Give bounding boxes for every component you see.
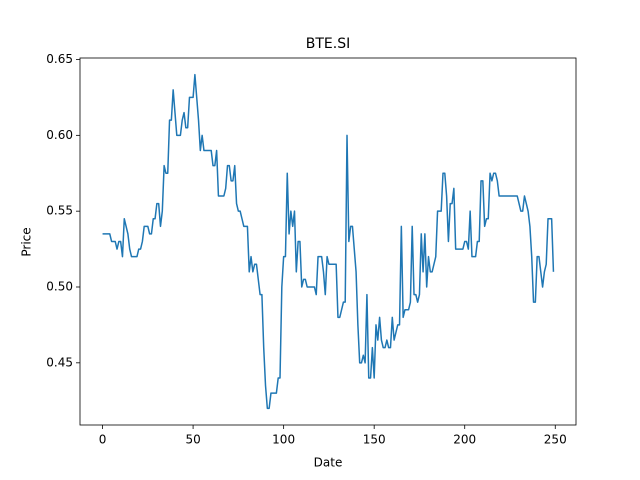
x-tick-label: 200	[453, 433, 476, 447]
x-tick-label: 0	[99, 433, 107, 447]
y-tick-label: 0.60	[46, 128, 73, 142]
x-axis-label: Date	[314, 456, 343, 470]
y-tick-label: 0.45	[46, 355, 73, 369]
chart-title: BTE.SI	[306, 36, 350, 52]
data-line	[102, 73, 555, 410]
y-tick-label: 0.65	[46, 52, 73, 66]
x-tick-label: 50	[185, 433, 200, 447]
y-axis-label: Price	[20, 227, 34, 256]
x-tick-label: 100	[272, 433, 295, 447]
y-tick-label: 0.50	[46, 279, 73, 293]
x-tick-label: 250	[544, 433, 567, 447]
axes-frame	[79, 57, 577, 426]
x-tick-label: 150	[363, 433, 386, 447]
y-tick-label: 0.55	[46, 204, 73, 218]
